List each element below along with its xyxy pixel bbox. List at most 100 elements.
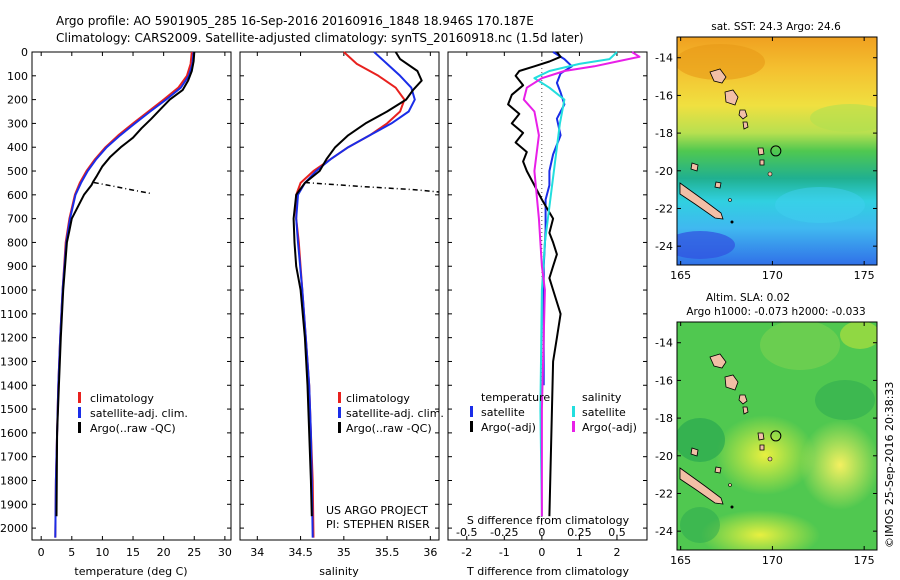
legend-climatology-marker — [78, 392, 81, 403]
sla-map-label-2: Argo h1000: -0.073 h2000: -0.033 — [686, 306, 865, 318]
sst-warm-patch — [677, 44, 765, 80]
x-tick-label: 34.5 — [288, 546, 313, 559]
sla-low-patch — [815, 380, 875, 420]
depth-tick-label: 500 — [7, 165, 28, 178]
depth-tick-label: 1900 — [0, 498, 28, 511]
sst-cool-patch — [775, 187, 865, 223]
timestamp: ©IMOS 25-Sep-2016 20:38:33 — [883, 382, 896, 548]
depth-tick-label: 0 — [21, 46, 28, 59]
legend-climatology-marker — [338, 392, 341, 403]
depth-tick-label: 1300 — [0, 355, 28, 368]
legend-t-satellite-marker — [470, 406, 473, 417]
legend-t-argo-marker — [470, 421, 473, 432]
depth-tick-label: 800 — [7, 236, 28, 249]
sst-map — [677, 37, 877, 265]
title-line-2: Climatology: CARS2009. Satellite-adjuste… — [56, 31, 584, 45]
legend-satellite-marker — [78, 407, 81, 418]
difference-panel-frame — [447, 51, 648, 541]
x-tick-label: 0 — [538, 546, 545, 559]
x-tick-label: 15 — [126, 546, 140, 559]
legend-satellite-label: satellite-adj. clim. — [346, 407, 444, 420]
x-tick-label: 5 — [68, 546, 75, 559]
depth-tick-label: 2000 — [0, 522, 28, 535]
depth-tick-label: 1200 — [0, 332, 28, 345]
legend-t-argo-label: Argo(-adj) — [481, 421, 536, 434]
x-tick-label: -1 — [499, 546, 510, 559]
sla-high-patch — [715, 415, 815, 495]
series-argo-spike-line — [304, 181, 440, 193]
salinity-axes: 34 34.5 35 35.5 36 — [240, 51, 440, 559]
legend-argo-marker — [78, 422, 81, 433]
sla-low-patch — [680, 507, 720, 543]
lat-tick-label: -20 — [655, 165, 673, 178]
x-tick-label: 35 — [337, 546, 351, 559]
s-difference-xlabel: S difference from climatology — [467, 514, 630, 527]
sla-high-patch — [800, 420, 877, 510]
legend-s-argo-label: Argo(-adj) — [582, 421, 637, 434]
lat-tick-label: -14 — [655, 52, 673, 65]
series-satellite-adj-clim-line — [54, 51, 195, 538]
legend-s-satellite-marker — [572, 406, 575, 417]
x-tick-label: 2 — [613, 546, 620, 559]
depth-tick-label: 1600 — [0, 427, 28, 440]
legend-s-argo-marker — [572, 421, 575, 432]
salinity-panel-frame — [239, 51, 440, 541]
legend-satellite-marker — [338, 407, 341, 418]
series-argo-raw-qc-line — [292, 51, 423, 517]
difference-legend: temperature salinity satellite satellite… — [470, 391, 637, 434]
argo-float-marker — [770, 145, 782, 157]
legend-s-satellite-label: satellite — [582, 406, 626, 419]
lon-tick-label: 170 — [762, 554, 783, 567]
lat-tick-label: -24 — [655, 240, 673, 253]
sst-transition-patch — [810, 104, 877, 132]
sla-map-frame — [676, 321, 878, 551]
sla-patch — [760, 322, 840, 370]
s-difference-tick-label: -0.25 — [490, 526, 518, 539]
title-line-1: Argo profile: AO 5901905_285 16-Sep-2016… — [56, 14, 534, 28]
sla-patch — [840, 322, 877, 349]
legend-temperature-header: temperature — [481, 391, 550, 404]
legend-argo-marker — [338, 422, 341, 433]
temperature-panel-frame — [31, 51, 232, 541]
x-tick-label: 20 — [157, 546, 171, 559]
argo-float-marker — [770, 430, 782, 442]
s-difference-tick-label: 0.5 — [608, 526, 626, 539]
depth-tick-label: 1100 — [0, 308, 28, 321]
depth-tick-label: 600 — [7, 189, 28, 202]
x-tick-label: 0 — [38, 546, 45, 559]
temperature-axes: 0100200300400500600700800900100011001200… — [0, 46, 232, 559]
sst-cold-patch — [677, 231, 735, 259]
x-tick-label: 25 — [187, 546, 201, 559]
series-argo-spike-line — [93, 181, 152, 195]
x-tick-label: 36 — [423, 546, 437, 559]
lon-tick-label: 175 — [854, 269, 875, 282]
x-tick-label: 1 — [576, 546, 583, 559]
legend-satellite-label: satellite-adj. clim. — [90, 407, 188, 420]
lat-tick-label: -18 — [655, 412, 673, 425]
sst-map-frame — [676, 36, 878, 266]
s-difference-tick-label: 0.25 — [567, 526, 592, 539]
lat-tick-label: -24 — [655, 525, 673, 538]
depth-tick-label: 200 — [7, 94, 28, 107]
legend-t-satellite-label: satellite — [481, 406, 525, 419]
lat-tick-label: -22 — [655, 202, 673, 215]
sla-high-patch — [700, 510, 820, 550]
s-difference-tick-label: -0.5 — [456, 526, 477, 539]
depth-tick-label: 1400 — [0, 379, 28, 392]
depth-tick-label: 1700 — [0, 451, 28, 464]
lat-tick-label: -22 — [655, 487, 673, 500]
depth-tick-label: 100 — [7, 70, 28, 83]
temperature-xlabel: temperature (deg C) — [74, 565, 187, 578]
depth-tick-label: 700 — [7, 213, 28, 226]
lat-tick-label: -18 — [655, 127, 673, 140]
sla-low-patch — [677, 418, 725, 462]
salinity-legend: climatology satellite-adj. clim. Argo(..… — [338, 392, 444, 435]
legend-argo-label: Argo(..raw -QC) — [346, 422, 432, 435]
legend-argo-label: Argo(..raw -QC) — [90, 422, 176, 435]
x-tick-label: 35.5 — [375, 546, 400, 559]
series-argo-raw-qc-line — [55, 51, 196, 517]
t-difference-xlabel: T difference from climatology — [466, 565, 629, 578]
sst-land — [679, 68, 773, 224]
depth-tick-label: 400 — [7, 141, 28, 154]
sla-map-ticks: -14 -16 -18 -20 -22 -24 165 170 175 — [655, 322, 877, 567]
